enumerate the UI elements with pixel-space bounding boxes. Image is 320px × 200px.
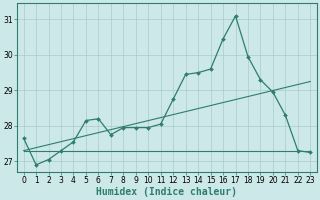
X-axis label: Humidex (Indice chaleur): Humidex (Indice chaleur) [96, 186, 237, 197]
